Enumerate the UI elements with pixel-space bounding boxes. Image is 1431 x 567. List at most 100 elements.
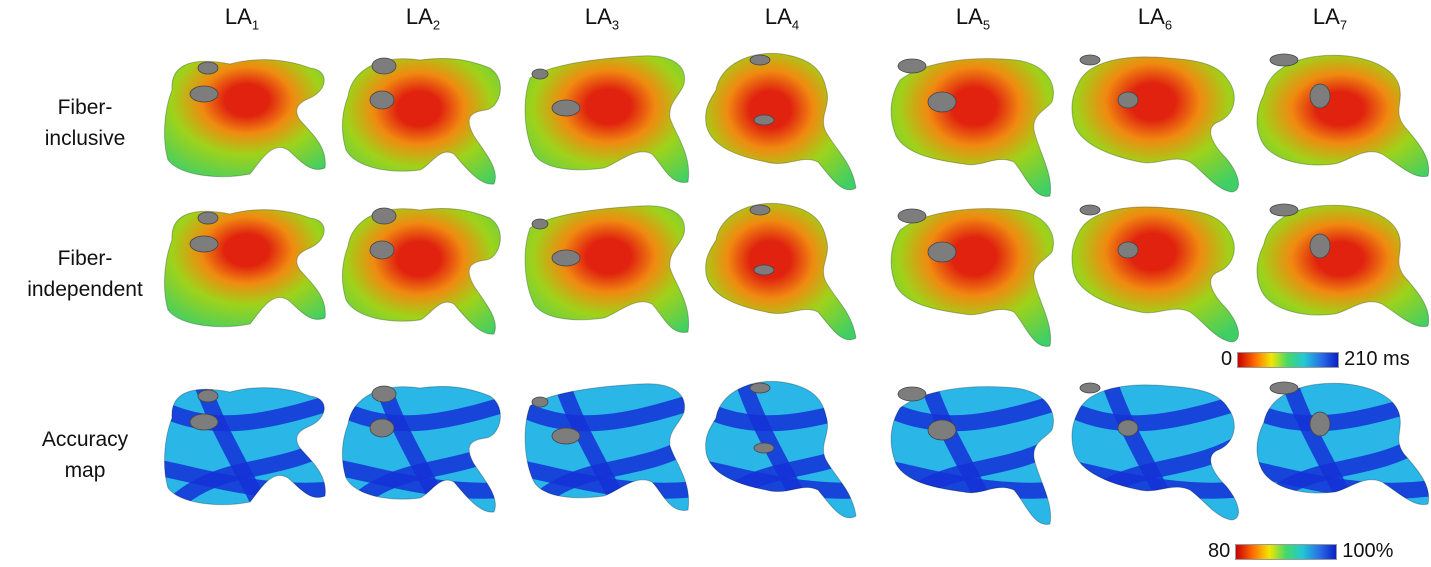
- row-label-line: map: [64, 459, 106, 482]
- atrium-surface: [342, 58, 501, 185]
- row-label-line: inclusive: [44, 127, 126, 150]
- atrium-surface: [705, 203, 856, 340]
- vein-opening: [1117, 419, 1139, 437]
- atrium-surface: [342, 208, 501, 335]
- atrium-map-r2-la5: [886, 200, 1072, 350]
- vein-opening: [1309, 83, 1331, 109]
- accuracy-band: [1280, 383, 1366, 505]
- accuracy-band: [164, 390, 326, 432]
- column-label-la2: LA2: [405, 4, 441, 33]
- vein-opening: [897, 386, 927, 402]
- row-label-line: Fiber-: [57, 96, 113, 119]
- vein-opening: [369, 418, 395, 438]
- atrium-surface: [1256, 55, 1429, 177]
- atrium-surface: [891, 58, 1054, 197]
- atrium-outline: [164, 387, 326, 506]
- atrium-outline: [524, 205, 690, 333]
- atrium-map-r1-la2: [340, 50, 526, 200]
- atrium-map-r1-la5: [886, 50, 1072, 200]
- atrium-surface: [891, 208, 1054, 347]
- atrium-map-r3-la7: [1248, 378, 1431, 528]
- vein-opening: [927, 241, 957, 263]
- atrium-map-r2-la1: [160, 200, 346, 350]
- row-label-line: Fiber-: [57, 247, 113, 270]
- vein-opening: [1309, 233, 1331, 259]
- atrium-map-r2-la3: [520, 200, 706, 350]
- vein-opening: [927, 91, 957, 113]
- accuracy-band: [1256, 460, 1429, 499]
- vein-opening: [551, 99, 581, 117]
- atrium-outline: [1071, 384, 1240, 521]
- atrium-map-r2-la7: [1248, 200, 1431, 350]
- vein-opening: [531, 218, 549, 230]
- accuracy-band: [705, 460, 856, 499]
- atrium-outline: [524, 55, 690, 183]
- vein-opening: [753, 264, 775, 276]
- atrium-outline: [1256, 382, 1430, 506]
- row-label-line: independent: [27, 278, 143, 301]
- atrium-map-r3-la6: [1068, 378, 1254, 528]
- atrium-outline: [1071, 56, 1240, 193]
- vein-opening: [1079, 54, 1101, 66]
- accuracy-band: [705, 390, 856, 432]
- vein-opening: [551, 249, 581, 267]
- vein-opening: [753, 114, 775, 126]
- vein-opening: [753, 442, 775, 454]
- atrium-outline: [164, 209, 326, 328]
- atrium-map-r1-la3: [520, 50, 706, 200]
- atrium-surface: [525, 55, 689, 183]
- vein-opening: [749, 382, 771, 394]
- vein-opening: [1079, 204, 1101, 216]
- atrium-map-r3-la2: [340, 378, 526, 528]
- row-label-line: Accuracy: [41, 428, 129, 451]
- colorbar-accuracy: 80 100%: [1208, 540, 1393, 563]
- colorbar-activation-gradient: [1237, 351, 1340, 368]
- vein-opening: [189, 85, 219, 103]
- atrium-outline: [1071, 206, 1240, 343]
- vein-opening: [197, 61, 219, 75]
- vein-opening: [1079, 382, 1101, 394]
- atrium-outline: [1256, 204, 1430, 328]
- column-label-la7: LA7: [1312, 4, 1348, 33]
- atrium-surface: [164, 209, 326, 327]
- vein-opening: [551, 427, 581, 445]
- atrium-outline: [341, 207, 501, 335]
- atrium-map-r3-la1: [160, 378, 346, 528]
- atrium-surface: [525, 205, 689, 333]
- vein-opening: [371, 207, 397, 225]
- atrium-map-r1-la6: [1068, 50, 1254, 200]
- atrium-outline: [705, 202, 857, 341]
- accuracy-band: [164, 460, 326, 499]
- column-label-la6: LA6: [1137, 4, 1173, 33]
- vein-opening: [1117, 241, 1139, 259]
- vein-opening: [197, 389, 219, 403]
- atrium-outline: [890, 386, 1054, 525]
- vein-opening: [371, 385, 397, 403]
- atrium-outline: [890, 208, 1054, 347]
- colorbar-activation-max: 210 ms: [1344, 348, 1410, 370]
- accuracy-band: [525, 460, 689, 499]
- vein-opening: [1269, 203, 1299, 217]
- vein-opening: [531, 68, 549, 80]
- vein-opening: [749, 54, 771, 66]
- accuracy-band: [552, 383, 638, 511]
- vein-opening: [369, 90, 395, 110]
- atrium-map-r1-la7: [1248, 50, 1431, 200]
- atrium-outline: [341, 57, 501, 185]
- vein-opening: [1269, 381, 1299, 395]
- column-label-la1: LA1: [224, 4, 260, 33]
- colorbar-accuracy-gradient: [1235, 543, 1338, 560]
- atrium-surface: [164, 59, 326, 177]
- colorbar-accuracy-min: 80: [1208, 540, 1231, 562]
- vein-opening: [371, 57, 397, 75]
- atrium-map-r2-la4: [702, 200, 888, 350]
- atrium-map-r3-la4: [702, 378, 888, 528]
- atrium-outline: [705, 380, 857, 519]
- row-label-fiber-inclusive: Fiber- inclusive: [0, 92, 170, 154]
- vein-opening: [189, 235, 219, 253]
- vein-opening: [749, 204, 771, 216]
- atrium-map-r2-la6: [1068, 200, 1254, 350]
- atrium-outline: [1256, 54, 1430, 178]
- atrium-outline: [890, 58, 1054, 197]
- atrium-surface: [1071, 56, 1239, 192]
